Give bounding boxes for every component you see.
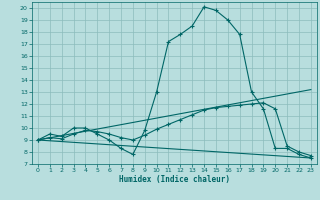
- X-axis label: Humidex (Indice chaleur): Humidex (Indice chaleur): [119, 175, 230, 184]
